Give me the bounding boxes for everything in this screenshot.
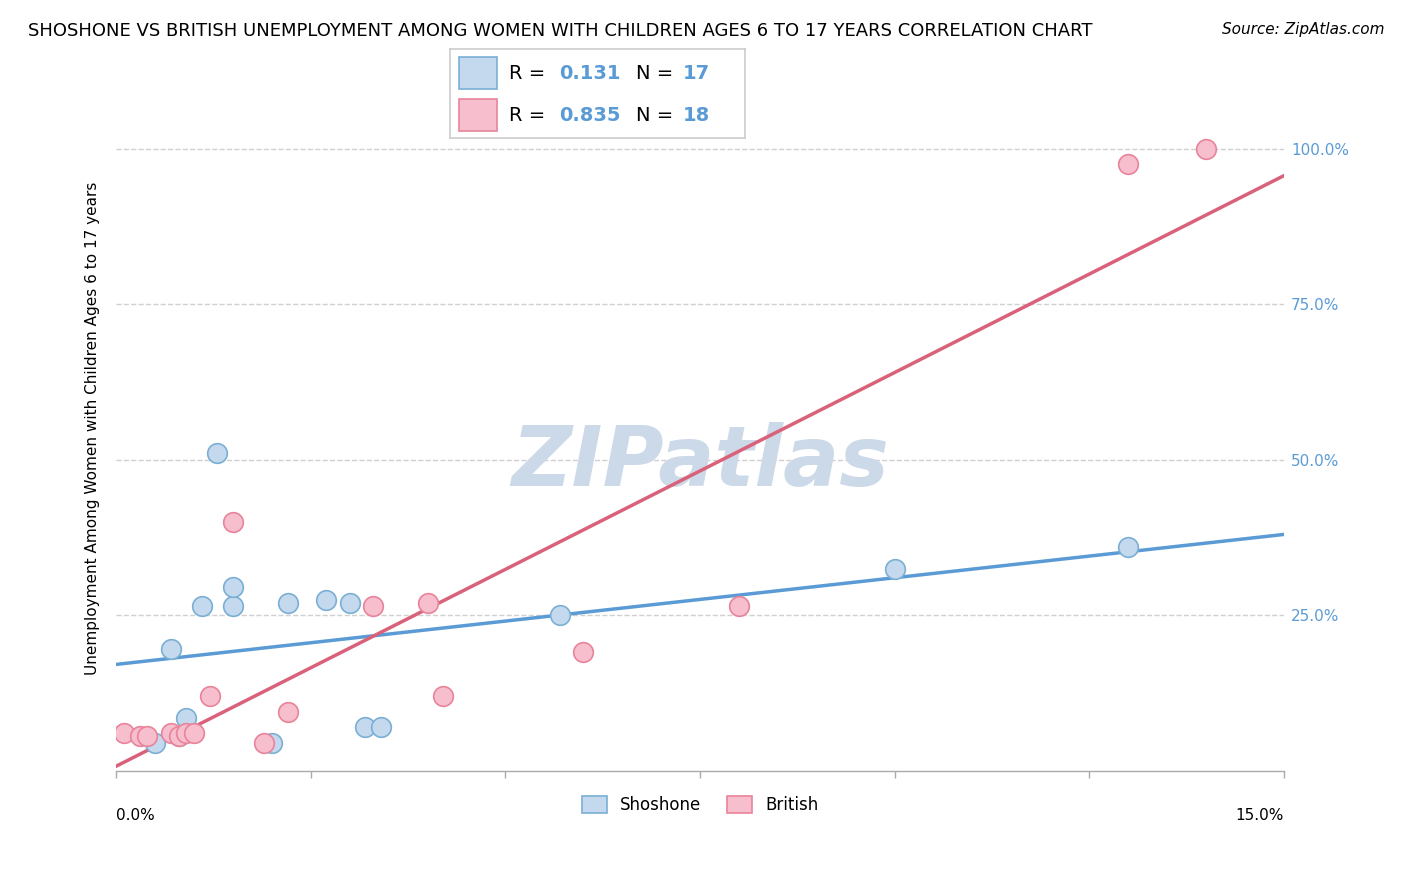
Point: [253, 736, 276, 750]
Point: [112, 726, 135, 740]
Point: [728, 599, 751, 613]
Text: 18: 18: [683, 105, 710, 125]
Point: [370, 720, 392, 734]
Point: [432, 689, 454, 703]
Point: [315, 592, 337, 607]
Text: 0.835: 0.835: [560, 105, 620, 125]
Text: R =: R =: [509, 63, 546, 83]
Point: [176, 726, 198, 740]
Text: 0.0%: 0.0%: [117, 808, 155, 823]
Point: [276, 705, 298, 719]
Text: 17: 17: [683, 63, 710, 83]
Point: [1116, 540, 1139, 554]
Point: [883, 561, 905, 575]
Text: 0.131: 0.131: [560, 63, 620, 83]
Point: [159, 642, 181, 657]
Text: Source: ZipAtlas.com: Source: ZipAtlas.com: [1222, 22, 1385, 37]
FancyBboxPatch shape: [458, 57, 498, 89]
Legend: Shoshone, British: Shoshone, British: [575, 789, 825, 821]
Text: 15.0%: 15.0%: [1236, 808, 1284, 823]
Point: [416, 596, 439, 610]
Point: [339, 596, 361, 610]
Point: [167, 730, 190, 744]
Y-axis label: Unemployment Among Women with Children Ages 6 to 17 years: Unemployment Among Women with Children A…: [86, 182, 100, 675]
Point: [572, 646, 595, 660]
Point: [176, 711, 198, 725]
Point: [548, 608, 571, 623]
Point: [128, 730, 150, 744]
Point: [222, 580, 245, 594]
Point: [159, 726, 181, 740]
Point: [191, 599, 214, 613]
Point: [260, 736, 283, 750]
Point: [207, 446, 229, 460]
Point: [1195, 142, 1218, 156]
FancyBboxPatch shape: [458, 99, 498, 131]
Point: [183, 726, 205, 740]
Point: [143, 736, 166, 750]
Point: [222, 515, 245, 529]
Text: N =: N =: [636, 105, 673, 125]
Text: R =: R =: [509, 105, 546, 125]
Point: [136, 730, 159, 744]
Text: SHOSHONE VS BRITISH UNEMPLOYMENT AMONG WOMEN WITH CHILDREN AGES 6 TO 17 YEARS CO: SHOSHONE VS BRITISH UNEMPLOYMENT AMONG W…: [28, 22, 1092, 40]
Point: [354, 720, 377, 734]
Point: [167, 730, 190, 744]
Point: [361, 599, 384, 613]
Text: N =: N =: [636, 63, 673, 83]
Point: [276, 596, 298, 610]
Text: ZIPatlas: ZIPatlas: [512, 422, 889, 503]
Point: [1116, 157, 1139, 171]
Point: [222, 599, 245, 613]
Point: [198, 689, 221, 703]
